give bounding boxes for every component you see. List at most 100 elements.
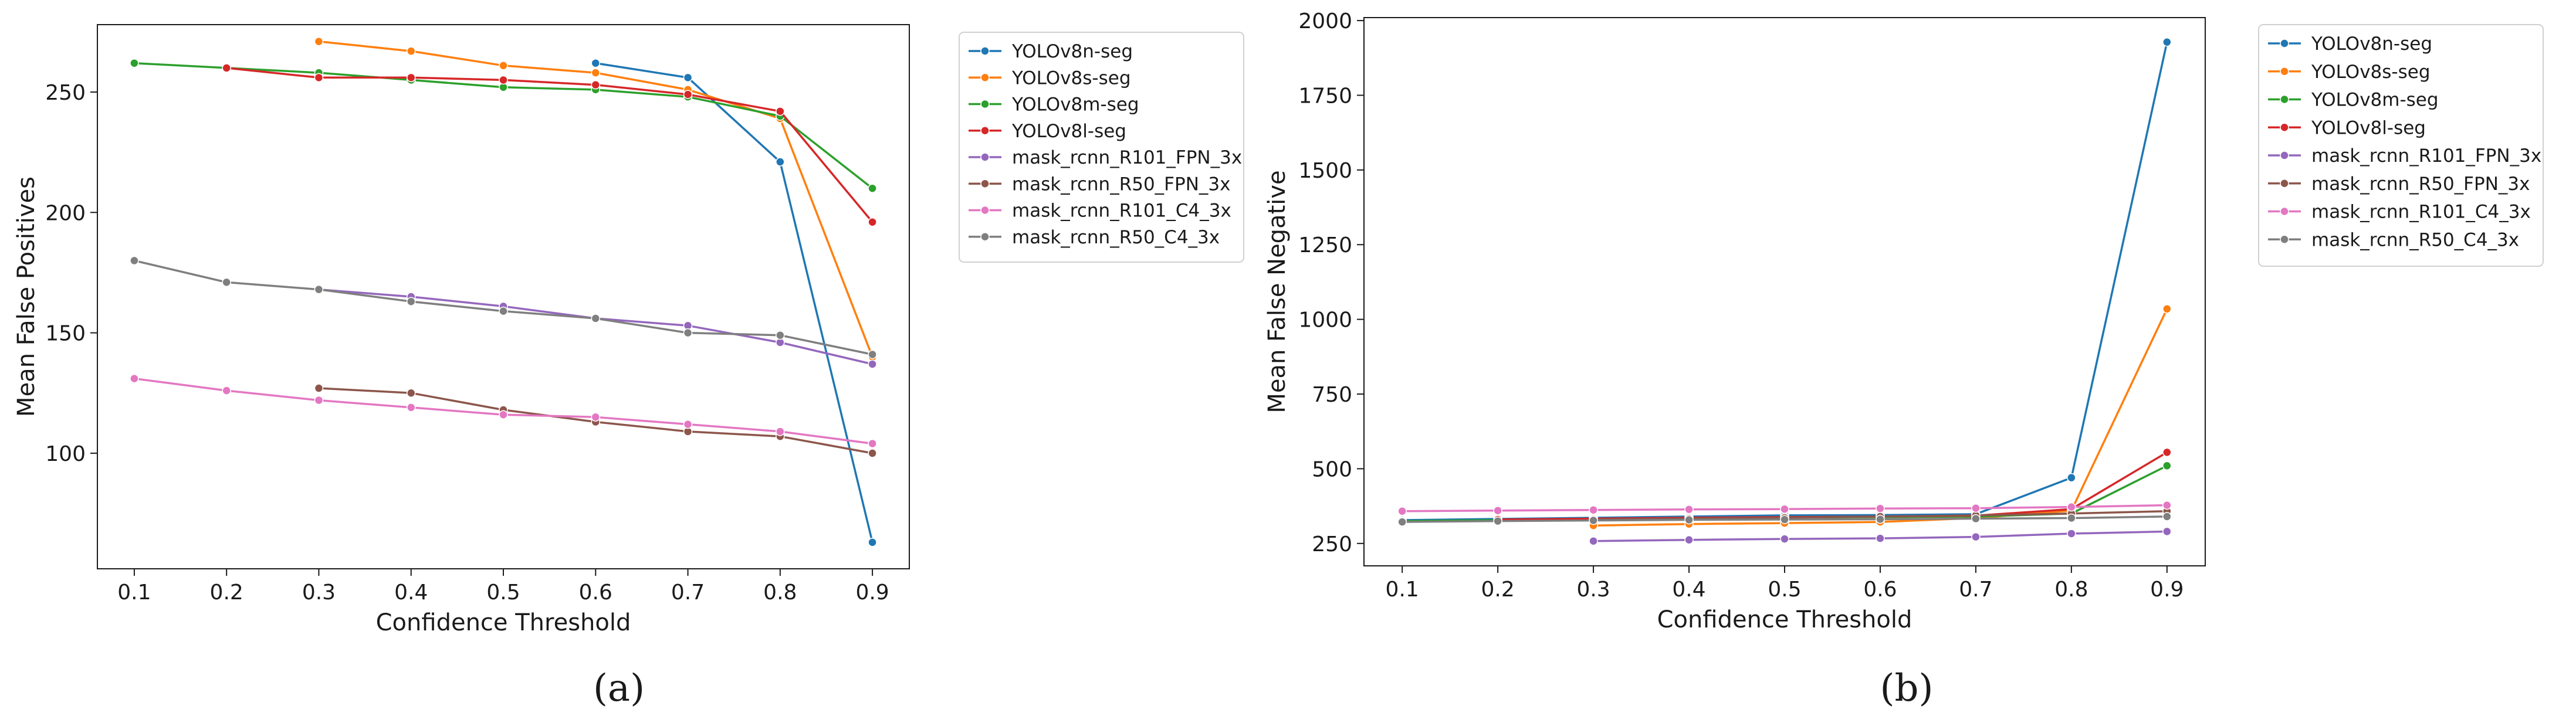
series-mask-rcnn-r50-c4-3x [130, 256, 877, 359]
legend-swatch-marker [2280, 235, 2289, 244]
data-point [868, 184, 877, 193]
data-point [222, 63, 231, 73]
series-line-yolov8n-seg [1402, 42, 2168, 521]
legend-frame [959, 32, 1244, 263]
data-point [1589, 536, 1598, 546]
data-point [868, 449, 877, 458]
plot-frame-a [97, 24, 910, 569]
legend-entry: YOLOv8s-seg [2311, 62, 2431, 83]
x-tick-label: 0.6 [579, 581, 612, 605]
legend-entry: mask_rcnn_R50_FPN_3x [1012, 174, 1230, 195]
series-mask-rcnn-r101-fpn-3x [314, 284, 877, 369]
y-tick-label: 1250 [1298, 233, 1352, 257]
data-point [1876, 504, 1885, 513]
data-point [591, 412, 601, 422]
y-tick-label: 250 [45, 81, 86, 105]
data-point [868, 538, 877, 547]
data-point [776, 157, 785, 167]
legend-swatch-marker [980, 73, 990, 82]
data-point [2162, 304, 2172, 314]
data-point [1780, 515, 1789, 524]
y-tick-label: 200 [45, 201, 86, 225]
series-yolov8n-seg [591, 58, 877, 547]
legend-swatch-marker [2280, 123, 2289, 132]
legend-entry: mask_rcnn_R50_FPN_3x [2311, 174, 2530, 195]
y-tick-label: 2000 [1298, 9, 1352, 33]
y-tick-label: 250 [1312, 532, 1352, 556]
legend-frame [2258, 24, 2544, 267]
data-point [406, 73, 416, 83]
y-tick-label: 500 [1312, 457, 1352, 481]
series-line-yolov8s-seg [1593, 308, 2168, 527]
data-point [868, 359, 877, 369]
data-point [1684, 515, 1694, 525]
data-point [1780, 504, 1789, 514]
legend-swatch-marker [980, 126, 990, 135]
x-tick-label: 0.7 [1959, 578, 1992, 602]
legend-swatch-marker [980, 205, 990, 215]
data-point [314, 284, 324, 294]
y-tick-label: 750 [1312, 383, 1352, 407]
legend-swatch-marker [2280, 151, 2289, 160]
data-point [130, 374, 139, 383]
data-point [314, 36, 324, 46]
x-tick-label: 0.5 [1768, 578, 1801, 602]
data-point [1780, 534, 1789, 544]
panel-label-a: (a) [593, 667, 645, 710]
data-point [1684, 504, 1694, 514]
x-tick-label: 0.8 [2054, 578, 2088, 602]
legend-entry: YOLOv8s-seg [1011, 67, 1131, 89]
x-tick-label: 0.6 [1863, 578, 1897, 602]
data-point [591, 314, 601, 323]
data-point [1493, 505, 1502, 515]
x-tick-label: 0.5 [486, 581, 520, 605]
data-point [2162, 512, 2172, 521]
data-point [2162, 527, 2172, 537]
data-point [1971, 532, 1981, 542]
data-point [2067, 529, 2076, 538]
x-tick-label: 0.1 [117, 581, 151, 605]
data-point [1876, 514, 1885, 524]
series-mask-rcnn-r50-c4-3x [1397, 512, 2172, 527]
legend-a: YOLOv8n-seg YOLOv8s-seg YOLOv8m-seg YOLOv8l… [959, 32, 1244, 263]
data-point [314, 395, 324, 405]
data-point [222, 277, 231, 287]
legend-swatch-marker [980, 232, 990, 242]
data-point [591, 58, 601, 68]
panel-label-b: (b) [1880, 667, 1934, 710]
data-point [499, 61, 508, 70]
data-point [2162, 461, 2172, 471]
legend-entry: mask_rcnn_R101_C4_3x [1012, 201, 1231, 222]
y-axis-label: Mean False Positives [13, 176, 40, 417]
x-tick-label: 0.2 [1481, 578, 1515, 602]
data-point [406, 297, 416, 306]
legend-entry: YOLOv8n-seg [2311, 33, 2432, 55]
data-point [591, 68, 601, 77]
data-point [130, 256, 139, 266]
y-tick-label: 100 [45, 442, 86, 466]
y-axis-label: Mean False Negative [1264, 170, 1291, 413]
data-point [499, 75, 508, 85]
data-point [314, 383, 324, 393]
data-point [1876, 534, 1885, 543]
data-point [683, 73, 693, 83]
legend-entry: mask_rcnn_R101_FPN_3x [1012, 147, 1242, 168]
data-point [683, 90, 693, 99]
x-tick-label: 0.3 [1576, 578, 1610, 602]
chart-a: 0.1 0.2 0.3 0.4 0.5 0.6 0.7 0.8 0.9 100 150 200 250 C… [13, 24, 1244, 636]
legend-entry: mask_rcnn_R101_FPN_3x [2311, 145, 2541, 167]
data-point [2067, 513, 2076, 523]
legend-swatch-marker [2280, 179, 2289, 188]
y-tick-label: 150 [45, 322, 86, 346]
series-yolov8l-seg [222, 63, 877, 227]
legend-swatch-marker [980, 179, 990, 188]
data-point [2162, 447, 2172, 457]
data-point [2067, 473, 2076, 483]
data-point [868, 439, 877, 449]
data-point [499, 306, 508, 316]
data-point [1397, 517, 1407, 527]
data-point [314, 73, 324, 83]
data-point [776, 107, 785, 116]
data-point [1589, 515, 1598, 525]
